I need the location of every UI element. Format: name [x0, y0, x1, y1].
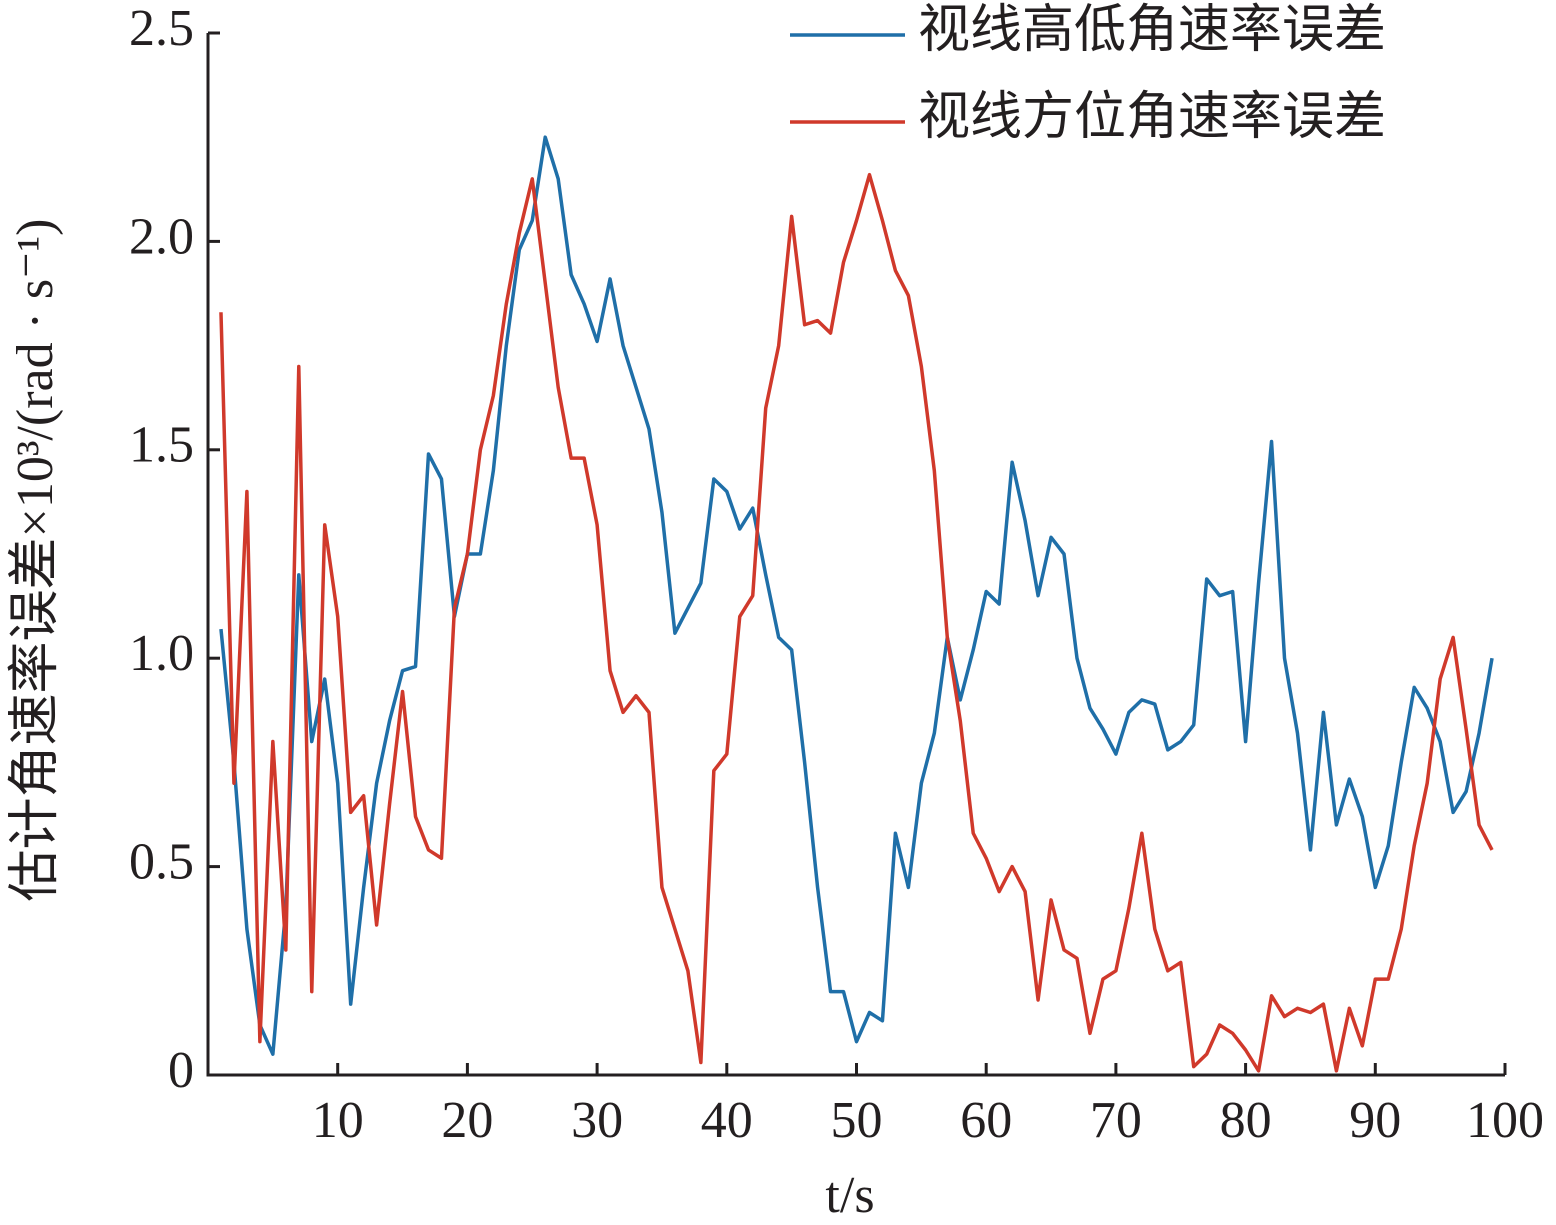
x-tick-label: 90 — [1349, 1092, 1401, 1149]
y-axis-label: 估计角速率误差×10³/(rad · s⁻¹) — [7, 219, 64, 902]
y-tick-label: 0.5 — [129, 834, 194, 891]
x-tick-label: 50 — [831, 1092, 883, 1149]
x-tick-label: 20 — [441, 1092, 493, 1149]
x-tick-label: 60 — [960, 1092, 1012, 1149]
x-tick-label: 10 — [312, 1092, 364, 1149]
x-tick-label: 100 — [1466, 1092, 1544, 1149]
y-tick-label: 2.5 — [129, 0, 194, 57]
axes — [206, 33, 1505, 1077]
data-line — [219, 135, 1494, 1056]
y-tick-label: 1.0 — [129, 625, 194, 682]
y-tick-label: 2.0 — [129, 208, 194, 265]
y-tick-label: 1.5 — [129, 417, 194, 474]
x-tick-label: 80 — [1220, 1092, 1272, 1149]
legend-label: 视线高低角速率误差 — [918, 2, 1386, 59]
y-tick-label: 0 — [168, 1042, 194, 1099]
x-axis-label: t/s — [825, 1167, 874, 1224]
x-tick-label: 30 — [571, 1092, 623, 1149]
x-tick-label: 70 — [1090, 1092, 1142, 1149]
legend-label: 视线方位角速率误差 — [918, 89, 1386, 146]
x-tick-label: 40 — [701, 1092, 753, 1149]
data-line — [219, 172, 1494, 1073]
